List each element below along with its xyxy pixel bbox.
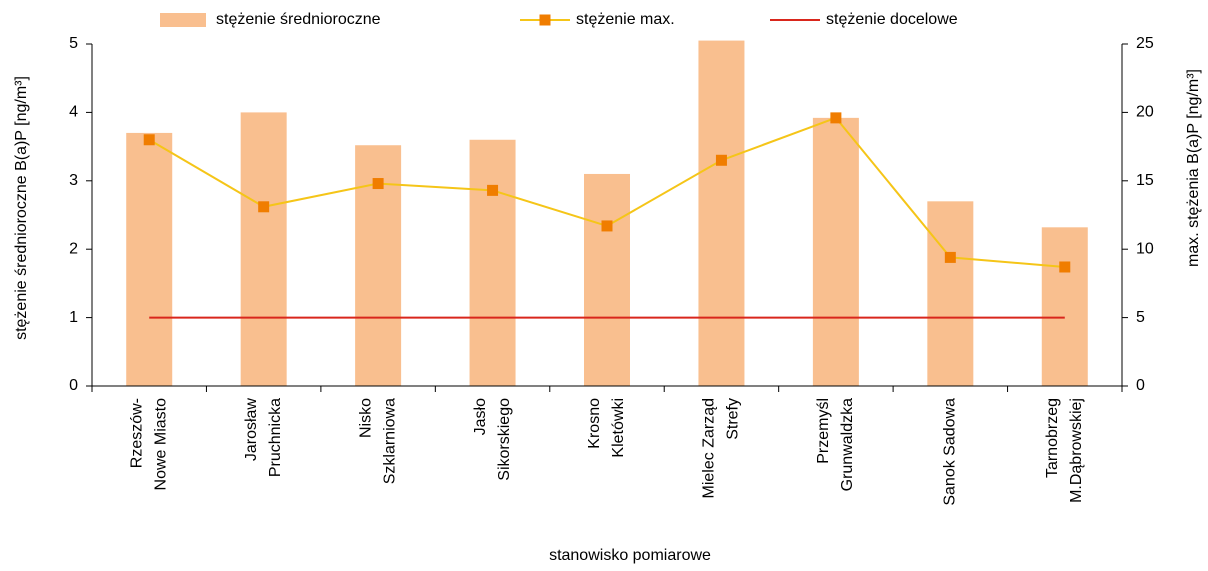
y2-tick-label: 0 (1136, 377, 1145, 394)
y-tick-label: 1 (69, 309, 78, 326)
y-tick-label: 0 (69, 377, 78, 394)
marker (830, 112, 842, 124)
x-tick-label: Mielec Zarząd (701, 398, 718, 498)
x-tick-label: Przemyśl (815, 398, 832, 464)
x-tick-label: M.Dąbrowskiej (1068, 398, 1085, 503)
y2-tick-label: 5 (1136, 309, 1145, 326)
y-tick-label: 5 (69, 35, 78, 52)
marker (601, 220, 613, 232)
x-tick-label: Pruchnicka (267, 398, 284, 477)
legend-swatch (160, 13, 206, 27)
x-tick-label: Nisko (357, 398, 374, 438)
x-tick-label: Krosno (586, 398, 603, 449)
x-tick-label: Kletówki (610, 398, 627, 458)
x-tick-label: Sikorskiego (496, 398, 513, 481)
y-tick-label: 2 (69, 240, 78, 257)
marker (372, 178, 384, 190)
marker (1059, 261, 1071, 273)
x-tick-label: Tarnobrzeg (1044, 398, 1061, 478)
y-tick-label: 3 (69, 172, 78, 189)
x-tick-label: Szklarniowa (381, 398, 398, 484)
marker (715, 154, 727, 166)
x-tick-label: Strefy (725, 398, 742, 440)
marker (944, 251, 956, 263)
x-tick-label: Jarosław (243, 398, 260, 462)
bar (469, 139, 516, 386)
x-tick-label: Sanok Sadowa (942, 398, 959, 506)
y2-tick-label: 25 (1136, 35, 1154, 52)
x-tick-label: Grunwaldzka (839, 398, 856, 491)
y2-axis-label: max. stężenia B(a)P [ng/m³] (1185, 69, 1202, 267)
legend-label: stężenie max. (576, 11, 675, 28)
bar (240, 112, 287, 387)
legend-label: stężenie średnioroczne (216, 11, 381, 28)
y2-tick-label: 15 (1136, 172, 1154, 189)
bar (584, 173, 630, 386)
bar (1041, 227, 1088, 386)
y2-tick-label: 10 (1136, 240, 1154, 257)
x-tick-label: Jasło (472, 398, 489, 435)
marker (258, 201, 270, 213)
bar (812, 117, 859, 386)
x-tick-label: Nowe Miasto (152, 398, 169, 491)
bar (126, 132, 173, 386)
bar (927, 201, 974, 386)
x-axis-label: stanowisko pomiarowe (549, 547, 711, 564)
y-axis-label: stężenie średnioroczne B(a)P [ng/m³] (13, 76, 30, 340)
legend-marker (539, 14, 551, 26)
y2-tick-label: 20 (1136, 104, 1154, 121)
x-tick-label: Rzeszów- (128, 398, 145, 468)
bar (698, 40, 745, 387)
marker (487, 184, 499, 196)
y-tick-label: 4 (69, 104, 78, 121)
legend-label: stężenie docelowe (826, 11, 958, 28)
marker (143, 134, 155, 146)
